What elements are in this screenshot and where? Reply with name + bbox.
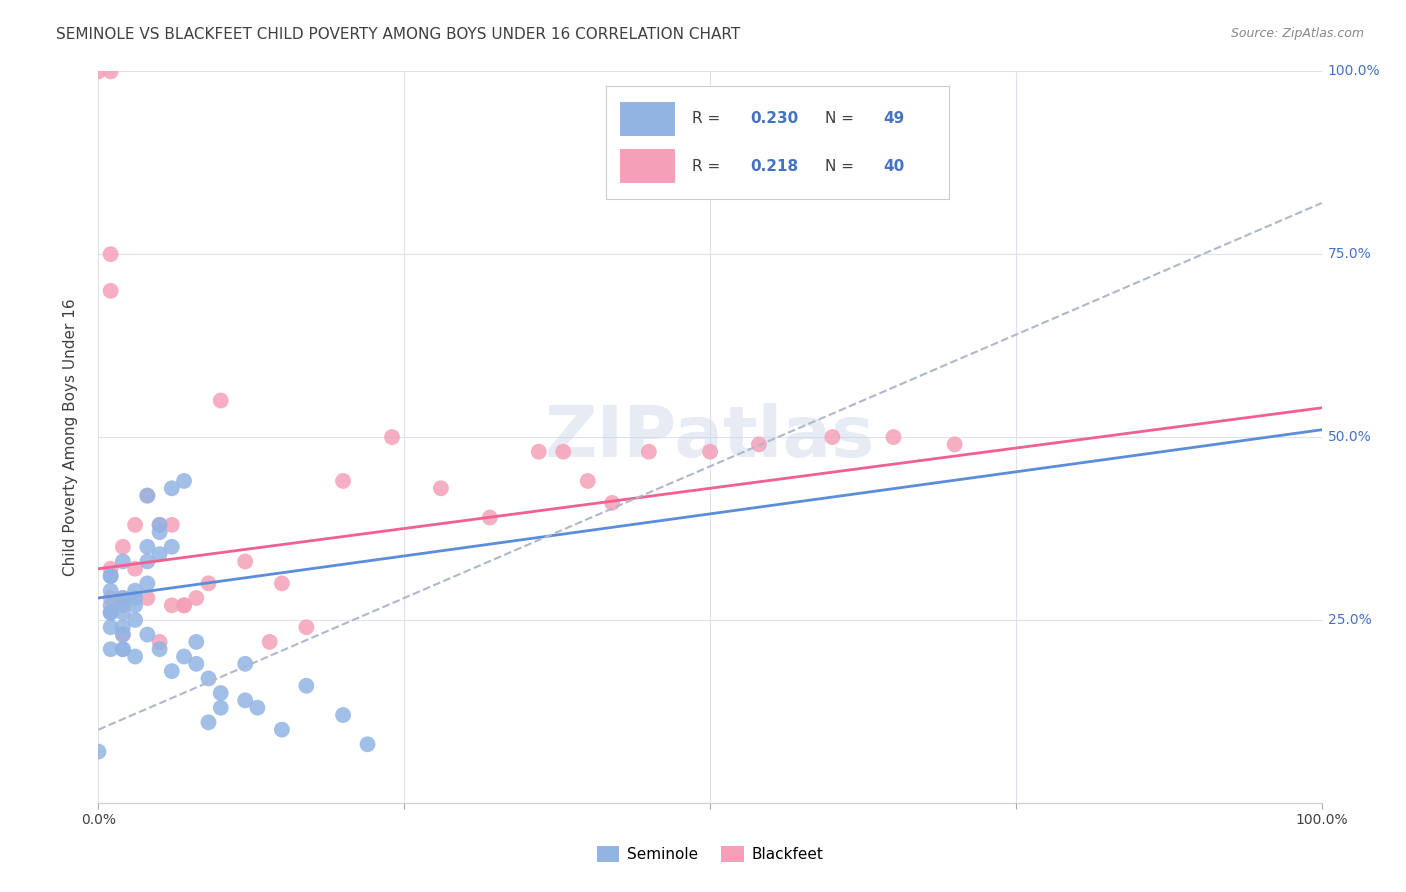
Point	[111, 606, 134, 620]
Point	[430, 481, 453, 495]
Text: 25.0%: 25.0%	[1327, 613, 1371, 627]
Point	[124, 613, 146, 627]
Point	[748, 437, 770, 451]
Text: Source: ZipAtlas.com: Source: ZipAtlas.com	[1230, 27, 1364, 40]
Point	[111, 642, 134, 657]
Point	[111, 554, 134, 568]
Point	[124, 591, 146, 605]
Point	[209, 686, 232, 700]
Point	[111, 620, 134, 634]
Point	[381, 430, 404, 444]
Point	[100, 247, 122, 261]
Point	[87, 745, 110, 759]
Point	[100, 569, 122, 583]
Point	[209, 393, 232, 408]
Text: 75.0%: 75.0%	[1327, 247, 1371, 261]
Point	[173, 649, 195, 664]
Point	[699, 444, 721, 458]
Point	[160, 517, 183, 532]
Point	[160, 540, 183, 554]
Point	[100, 562, 122, 576]
Y-axis label: Child Poverty Among Boys Under 16: Child Poverty Among Boys Under 16	[63, 298, 77, 576]
Point	[209, 700, 232, 714]
Point	[233, 657, 256, 671]
Text: 50.0%: 50.0%	[1327, 430, 1371, 444]
Point	[246, 700, 269, 714]
Point	[100, 606, 122, 620]
Point	[197, 576, 219, 591]
Point	[100, 591, 122, 605]
Point	[197, 672, 219, 686]
Point	[600, 496, 623, 510]
Point	[100, 64, 122, 78]
Point	[136, 591, 159, 605]
Point	[100, 569, 122, 583]
Point	[111, 627, 134, 641]
Legend: Seminole, Blackfeet: Seminole, Blackfeet	[591, 840, 830, 868]
Point	[149, 525, 172, 540]
Point	[149, 642, 172, 657]
Point	[186, 591, 208, 605]
Point	[111, 627, 134, 641]
Point	[160, 599, 183, 613]
Point	[173, 599, 195, 613]
Point	[233, 693, 256, 707]
Point	[124, 599, 146, 613]
Point	[87, 64, 110, 78]
Point	[332, 474, 354, 488]
Point	[270, 723, 294, 737]
Point	[149, 635, 172, 649]
Point	[136, 576, 159, 591]
Point	[883, 430, 905, 444]
Point	[111, 599, 134, 613]
Point	[295, 679, 318, 693]
Point	[100, 620, 122, 634]
Point	[821, 430, 844, 444]
Point	[136, 489, 159, 503]
Point	[259, 635, 281, 649]
Point	[136, 540, 159, 554]
Point	[332, 708, 354, 723]
Point	[149, 517, 172, 532]
Point	[637, 444, 661, 458]
Point	[173, 474, 195, 488]
Point	[186, 635, 208, 649]
Point	[100, 599, 122, 613]
Point	[233, 554, 256, 568]
Point	[100, 583, 122, 598]
Point	[270, 576, 294, 591]
Point	[124, 517, 146, 532]
Point	[149, 547, 172, 561]
Point	[111, 591, 134, 605]
Point	[576, 474, 599, 488]
Point	[100, 284, 122, 298]
Point	[111, 540, 134, 554]
Point	[149, 517, 172, 532]
Text: 100.0%: 100.0%	[1327, 64, 1381, 78]
Point	[186, 657, 208, 671]
Point	[111, 591, 134, 605]
Point	[527, 444, 550, 458]
Text: SEMINOLE VS BLACKFEET CHILD POVERTY AMONG BOYS UNDER 16 CORRELATION CHART: SEMINOLE VS BLACKFEET CHILD POVERTY AMON…	[56, 27, 741, 42]
Point	[160, 664, 183, 678]
Point	[136, 554, 159, 568]
Point	[100, 642, 122, 657]
Point	[356, 737, 378, 751]
Text: ZIPatlas: ZIPatlas	[546, 402, 875, 472]
Point	[478, 510, 501, 524]
Point	[173, 599, 195, 613]
Point	[100, 606, 122, 620]
Point	[136, 489, 159, 503]
Point	[124, 562, 146, 576]
Point	[124, 583, 146, 598]
Point	[124, 649, 146, 664]
Point	[160, 481, 183, 495]
Point	[197, 715, 219, 730]
Point	[295, 620, 318, 634]
Point	[111, 642, 134, 657]
Point	[136, 627, 159, 641]
Point	[553, 444, 575, 458]
Point	[943, 437, 966, 451]
